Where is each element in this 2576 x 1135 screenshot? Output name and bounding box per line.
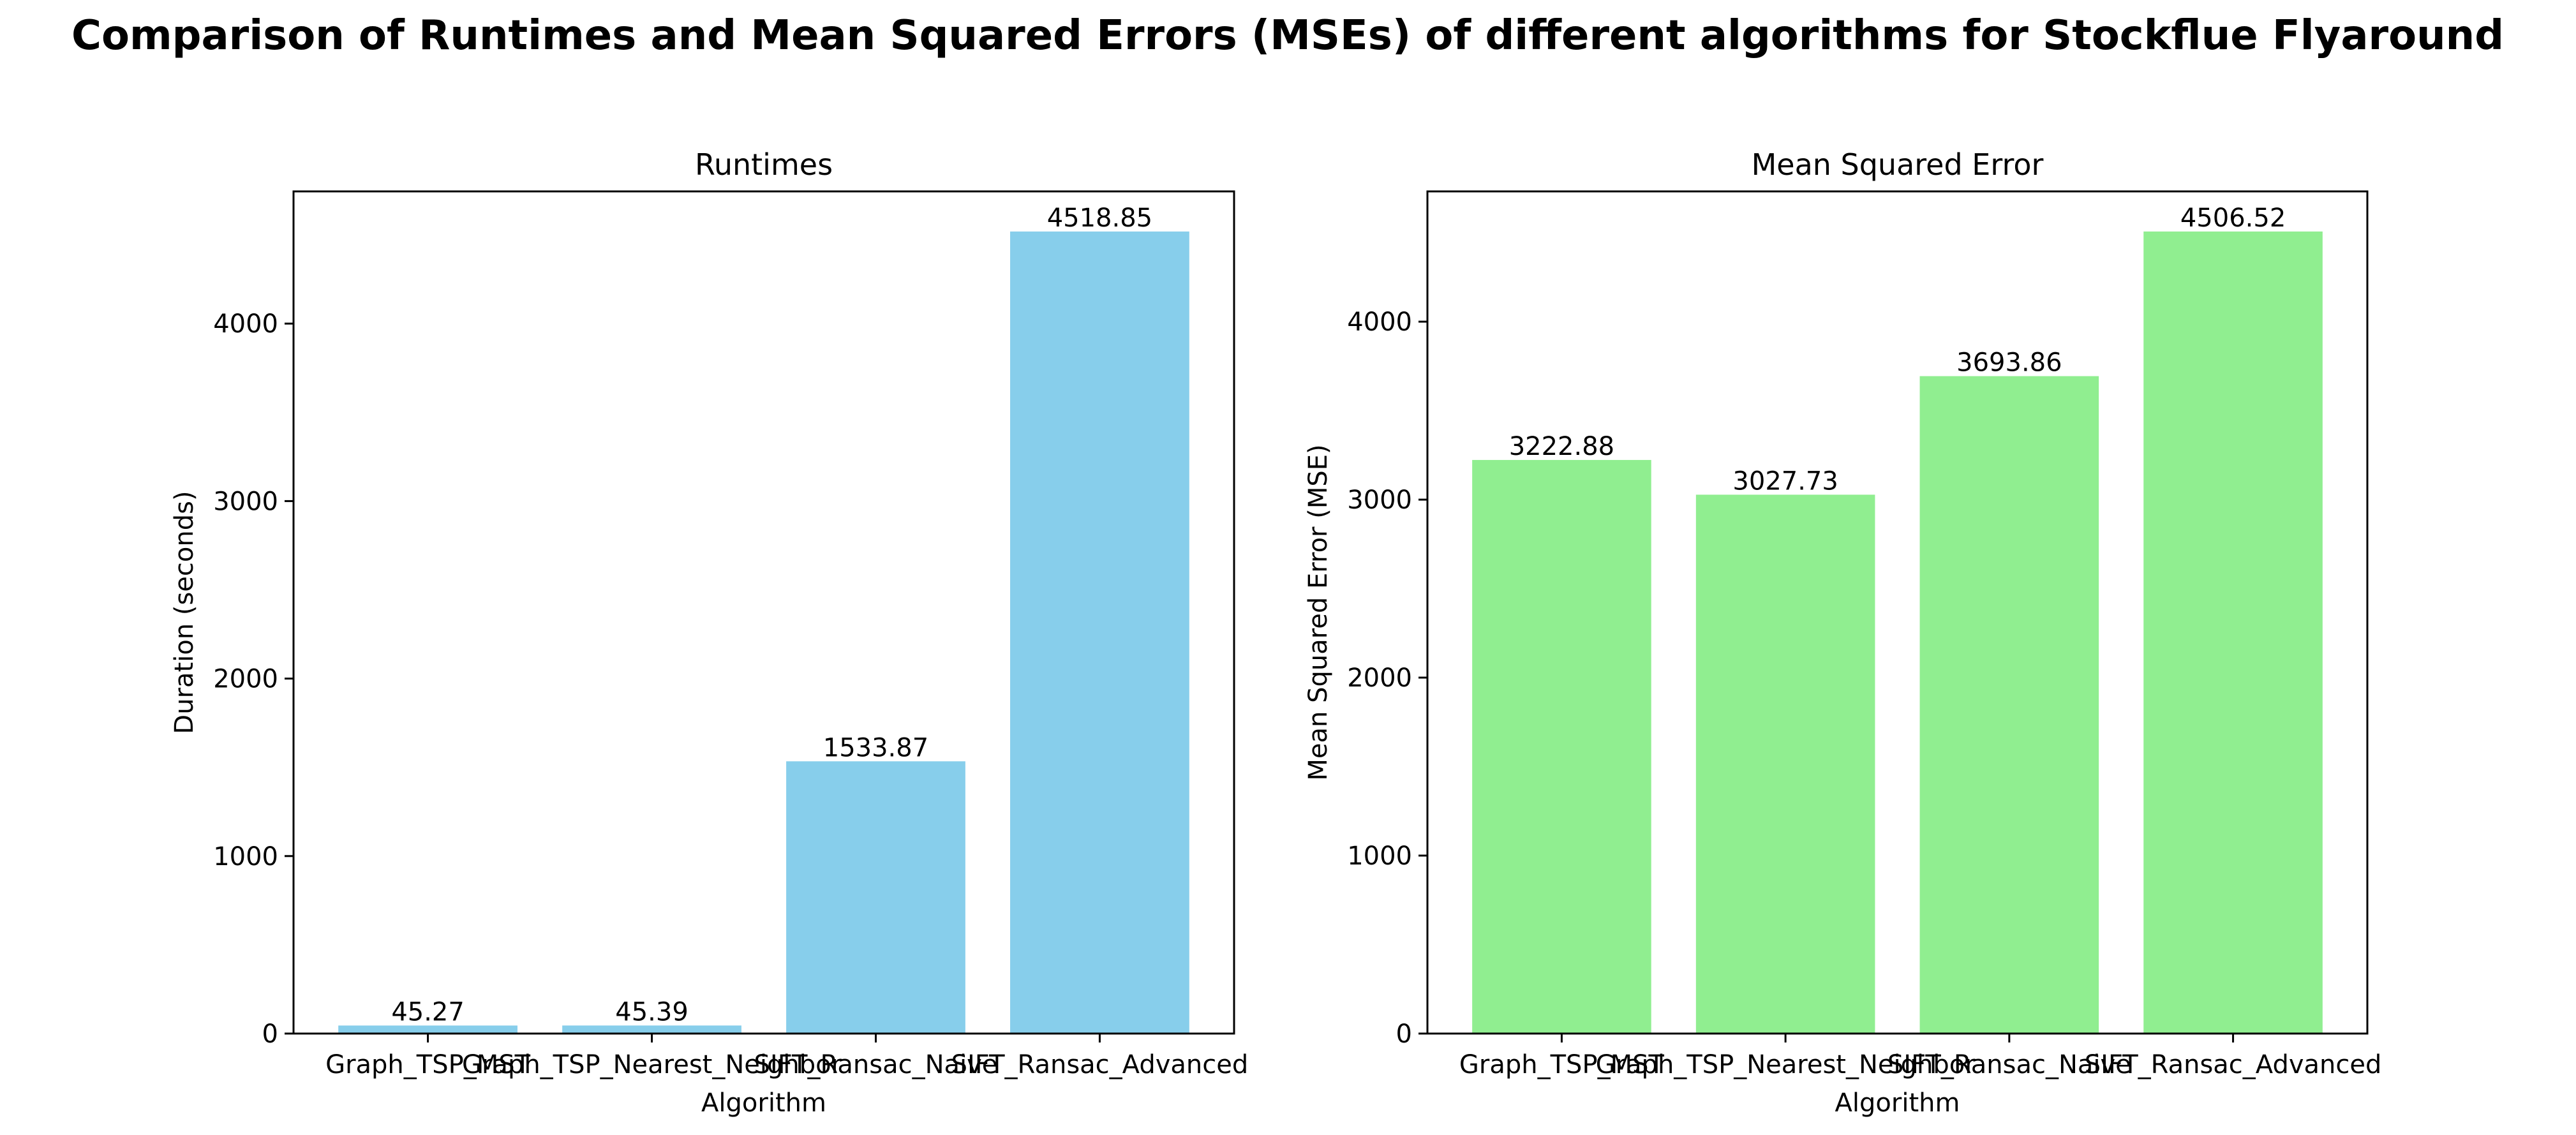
mse-value-label-sift-ransac-naive: 3693.86	[1956, 348, 2062, 378]
runtimes-y-tick-label-3: 3000	[213, 487, 278, 516]
runtimes-x-tick-label-sift-ransac-naive: SIFT_Ransac_Naive	[754, 1050, 998, 1079]
mse-y-tick-label-3: 3000	[1347, 486, 1412, 515]
mse-bar-graph-tsp-mst	[1472, 459, 1651, 1034]
runtimes-value-label-sift-ransac-advanced: 4518.85	[1047, 204, 1152, 233]
mse-y-axis-label: Mean Squared Error (MSE)	[1304, 444, 1333, 780]
mse-x-axis-label: Algorithm	[1835, 1088, 1960, 1118]
mse-x-tick-label-graph-tsp-mst: Graph_TSP_MST	[1459, 1050, 1665, 1079]
runtimes-value-label-graph-tsp-mst: 45.27	[391, 997, 465, 1027]
figure-title: Comparison of Runtimes and Mean Squared …	[71, 12, 2504, 59]
runtimes-x-tick-label-graph-tsp-nearest-neighbor: Graph_TSP_Nearest_Neighbor	[462, 1050, 842, 1079]
runtimes-value-label-graph-tsp-nearest-neighbor: 45.39	[615, 997, 689, 1027]
runtimes-bar-sift-ransac-naive	[786, 761, 965, 1034]
mse-bar-graph-tsp-nearest-neighbor	[1695, 494, 1875, 1034]
runtimes-bar-graph-tsp-nearest-neighbor	[562, 1025, 741, 1034]
mse-axes-frame	[1426, 190, 2369, 1035]
runtimes-value-label-sift-ransac-naive: 1533.87	[823, 733, 928, 762]
runtimes-y-tick-label-1: 1000	[213, 842, 278, 872]
mse-bar-sift-ransac-advanced	[2143, 231, 2323, 1034]
mse-x-tick-label-sift-ransac-naive: SIFT_Ransac_Naive	[1887, 1050, 2131, 1079]
runtimes-bar-graph-tsp-mst	[338, 1025, 517, 1034]
mse-value-label-sift-ransac-advanced: 4506.52	[2180, 204, 2286, 233]
runtimes-y-tick-label-4: 4000	[213, 309, 278, 339]
mse-chart: 3222.88 3027.73 3693.86 4506.52 0 1000 2000 300…	[1304, 147, 2381, 1118]
mse-value-label-graph-tsp-nearest-neighbor: 3027.73	[1732, 466, 1838, 496]
mse-y-tick-label-1: 1000	[1347, 842, 1412, 871]
runtimes-x-tick-label-graph-tsp-mst: Graph_TSP_MST	[325, 1050, 531, 1079]
mse-y-tick-label-0: 0	[1396, 1020, 1412, 1049]
runtimes-y-tick-label-2: 2000	[213, 665, 278, 694]
mse-x-tick-label-sift-ransac-advanced: SIFT_Ransac_Advanced	[2085, 1050, 2382, 1079]
mse-x-tick-label-graph-tsp-nearest-neighbor: Graph_TSP_Nearest_Neighbor	[1596, 1050, 1976, 1079]
runtimes-bar-sift-ransac-advanced	[1010, 231, 1189, 1034]
runtimes-x-tick-label-sift-ransac-advanced: SIFT_Ransac_Advanced	[951, 1050, 1249, 1079]
runtimes-title: Runtimes	[695, 147, 833, 182]
runtimes-chart: 45.27 45.39 1533.87 4518.85 0 1000 2000 3000 400…	[170, 147, 1248, 1118]
mse-value-label-graph-tsp-mst: 3222.88	[1509, 432, 1614, 461]
mse-title: Mean Squared Error	[1752, 147, 2044, 182]
runtimes-x-axis-label: Algorithm	[701, 1088, 826, 1118]
runtimes-y-tick-label-0: 0	[262, 1020, 278, 1049]
mse-bar-sift-ransac-naive	[1919, 376, 2099, 1034]
mse-y-tick-label-2: 2000	[1347, 664, 1412, 693]
runtimes-y-axis-label: Duration (seconds)	[170, 491, 199, 734]
mse-y-tick-label-4: 4000	[1347, 308, 1412, 337]
runtimes-axes-frame	[292, 190, 1235, 1035]
